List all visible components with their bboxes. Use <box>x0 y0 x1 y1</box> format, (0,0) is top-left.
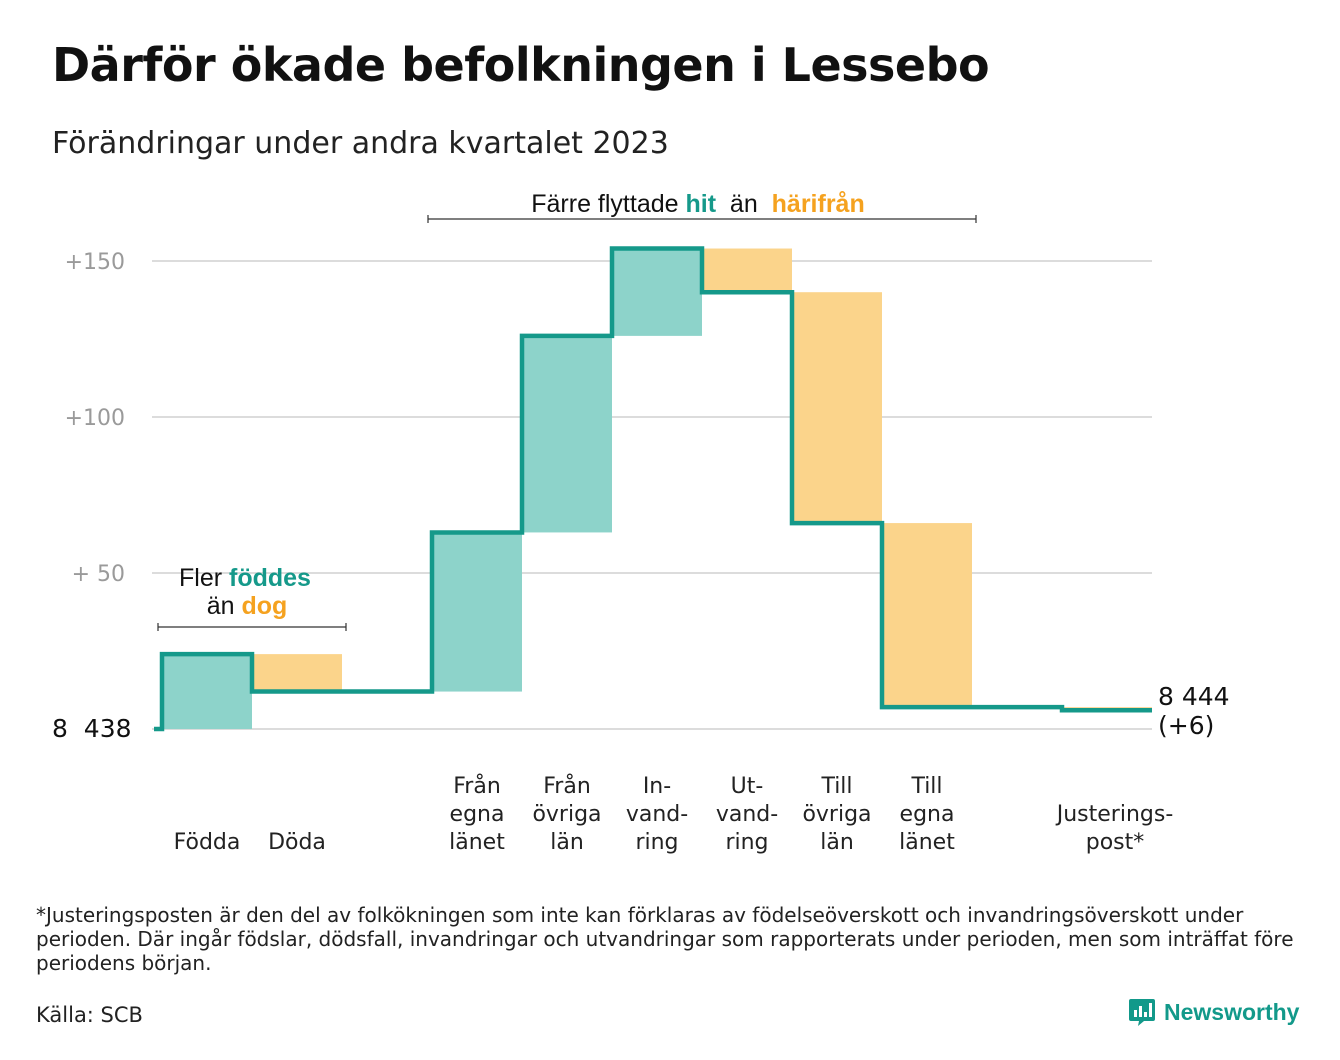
end-value-label: 8 444 <box>1158 682 1230 711</box>
category-label: vand- <box>716 802 778 827</box>
waterfall-bar <box>252 654 342 692</box>
category-label: Från <box>543 773 591 799</box>
category-label: Födda <box>174 830 241 855</box>
category-label: Från <box>453 773 501 799</box>
migration-bracket <box>427 215 977 223</box>
category-label: län <box>550 830 584 855</box>
waterfall-bar <box>522 335 612 533</box>
annotations: Färre flyttade hit än härifrån Fler född… <box>157 190 977 631</box>
waterfall-bar <box>792 292 882 524</box>
cumulative-line <box>154 246 1152 732</box>
brand-logo: Newsworthy <box>1128 997 1299 1027</box>
category-label: egna <box>450 802 505 827</box>
category-label: län <box>820 830 854 855</box>
waterfall-bar <box>432 532 522 692</box>
waterfall-chart: +150 +100 + 50 Födda Döda Från egna länet Från ö… <box>52 190 1230 855</box>
bars <box>162 248 1152 729</box>
category-label: Till <box>910 774 942 799</box>
waterfall-bar <box>702 248 792 293</box>
category-label: länet <box>899 830 955 855</box>
births-annotation-line-2: än dog <box>207 592 288 620</box>
births-annotation-line-1: Fler föddes <box>179 564 311 592</box>
births-ann-an: än <box>207 592 242 620</box>
y-axis-ticks: +150 +100 + 50 <box>65 250 125 587</box>
category-label: Justerings- <box>1055 802 1174 827</box>
births-ann-fler: Fler <box>179 564 229 592</box>
bar-chart-logo-icon <box>1129 999 1155 1026</box>
chart-subtitle: Förändringar under andra kvartalet 2023 <box>52 126 669 161</box>
category-label: Till <box>820 774 852 799</box>
category-label: Döda <box>268 830 326 855</box>
waterfall-bar <box>612 248 702 336</box>
y-tick-label: + 50 <box>72 562 125 587</box>
category-label: länet <box>449 830 505 855</box>
waterfall-bar <box>162 654 252 729</box>
source-label: Källa: SCB <box>36 1003 143 1027</box>
category-label: Ut- <box>731 774 764 799</box>
migration-ann-part-1: Färre flyttade <box>531 190 685 218</box>
migration-ann-hit: hit <box>685 190 716 218</box>
footnote: *Justeringsposten är den del av folkökni… <box>36 903 1294 975</box>
category-labels: Födda Döda Från egna länet Från övriga län In-va… <box>174 773 1174 855</box>
start-value-label: 8 438 <box>52 714 132 743</box>
grid-lines <box>152 260 1152 730</box>
births-ann-foddes: föddes <box>229 564 311 592</box>
migration-annotation: Färre flyttade hit än härifrån <box>531 190 864 218</box>
category-label: egna <box>900 802 955 827</box>
y-tick-label: +150 <box>65 250 125 275</box>
category-label: vand- <box>626 802 688 827</box>
category-label: ring <box>725 830 768 855</box>
y-tick-label: +100 <box>65 406 125 431</box>
migration-ann-harifran: härifrån <box>772 190 865 218</box>
migration-ann-part-3: än <box>723 190 765 218</box>
brand-name: Newsworthy <box>1164 998 1300 1025</box>
births-ann-dog: dog <box>241 592 287 620</box>
category-label: övriga <box>532 802 601 827</box>
chart-title: Därför ökade befolkningen i Lessebo <box>52 38 990 92</box>
step-line <box>154 246 1152 732</box>
category-label: In- <box>643 774 671 799</box>
category-label: ring <box>635 830 678 855</box>
category-label: post* <box>1086 830 1145 855</box>
births-bracket <box>157 623 347 631</box>
waterfall-bar <box>882 523 972 708</box>
end-change-label: (+6) <box>1158 711 1214 740</box>
category-label: övriga <box>802 802 871 827</box>
